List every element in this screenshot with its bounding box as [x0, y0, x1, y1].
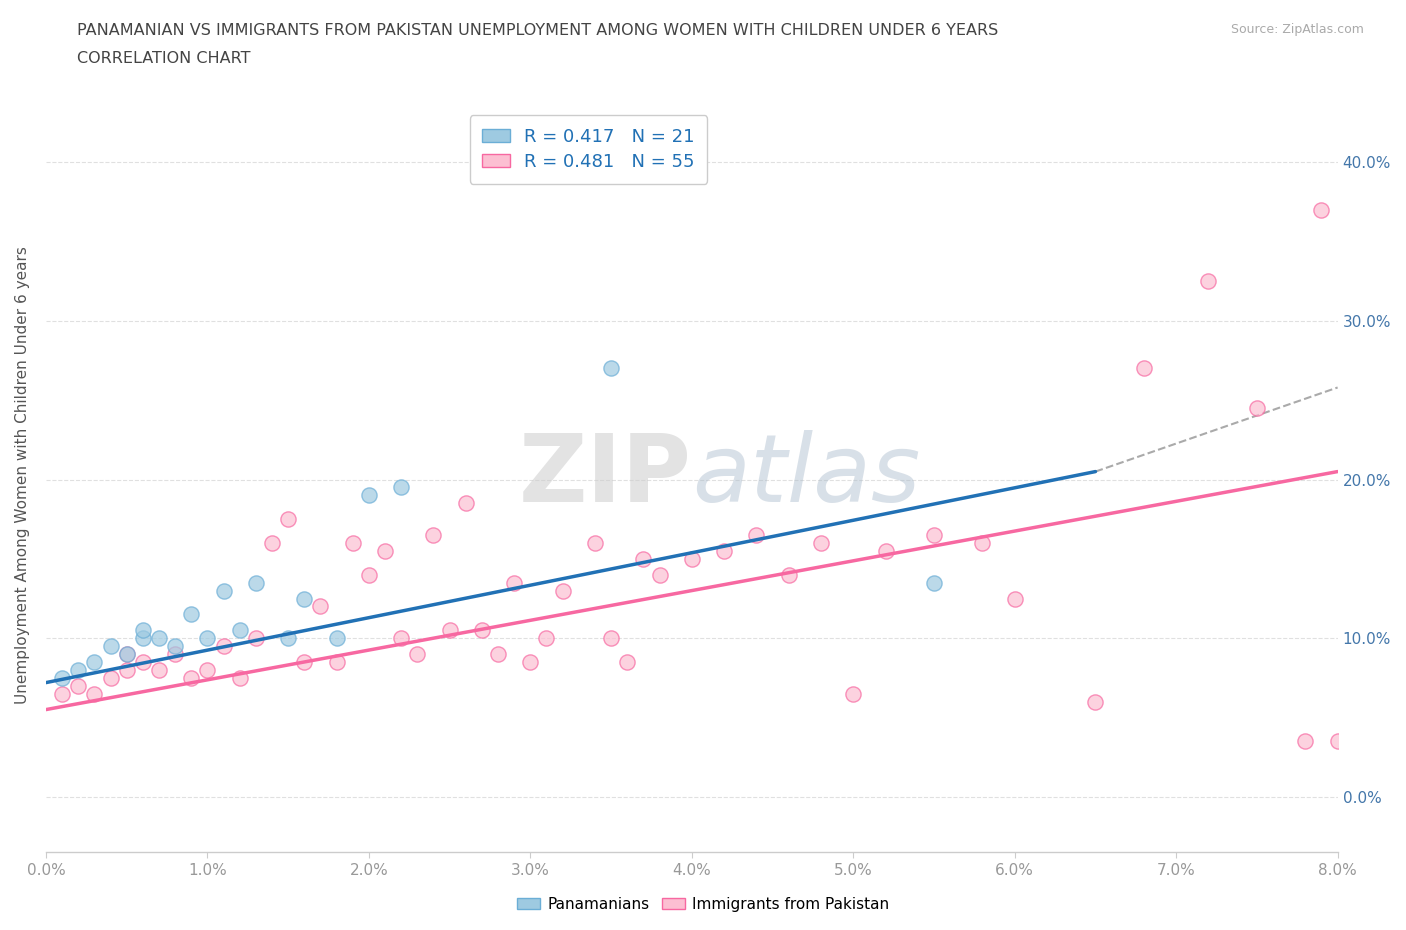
Point	[212, 639, 235, 654]
Point	[148, 631, 170, 645]
Point	[115, 662, 138, 677]
Point	[1084, 694, 1107, 709]
Point	[842, 686, 865, 701]
Point	[486, 646, 509, 661]
Point	[260, 536, 283, 551]
Point	[228, 623, 250, 638]
Point	[551, 583, 574, 598]
Point	[100, 639, 122, 654]
Point	[132, 631, 155, 645]
Legend: R = 0.417   N = 21, R = 0.481   N = 55: R = 0.417 N = 21, R = 0.481 N = 55	[470, 115, 707, 184]
Point	[633, 551, 655, 566]
Point	[389, 631, 412, 645]
Point	[1198, 273, 1220, 288]
Point	[922, 527, 945, 542]
Point	[1294, 734, 1316, 749]
Point	[1310, 203, 1333, 218]
Point	[1133, 361, 1156, 376]
Point	[616, 655, 638, 670]
Point	[165, 639, 187, 654]
Point	[600, 631, 623, 645]
Point	[503, 575, 526, 590]
Point	[180, 671, 202, 685]
Point	[600, 361, 623, 376]
Point	[439, 623, 461, 638]
Text: CORRELATION CHART: CORRELATION CHART	[77, 51, 250, 66]
Point	[212, 583, 235, 598]
Point	[342, 536, 364, 551]
Point	[148, 662, 170, 677]
Point	[67, 678, 90, 693]
Point	[197, 662, 219, 677]
Point	[115, 646, 138, 661]
Point	[1326, 734, 1348, 749]
Point	[325, 655, 347, 670]
Point	[180, 607, 202, 622]
Point	[277, 631, 299, 645]
Point	[51, 671, 73, 685]
Point	[51, 686, 73, 701]
Point	[357, 567, 380, 582]
Point	[778, 567, 800, 582]
Text: atlas: atlas	[692, 430, 920, 521]
Point	[713, 543, 735, 558]
Point	[83, 686, 105, 701]
Point	[277, 512, 299, 526]
Point	[197, 631, 219, 645]
Point	[471, 623, 494, 638]
Point	[132, 655, 155, 670]
Point	[875, 543, 897, 558]
Text: PANAMANIAN VS IMMIGRANTS FROM PAKISTAN UNEMPLOYMENT AMONG WOMEN WITH CHILDREN UN: PANAMANIAN VS IMMIGRANTS FROM PAKISTAN U…	[77, 23, 998, 38]
Point	[374, 543, 396, 558]
Point	[745, 527, 768, 542]
Point	[972, 536, 994, 551]
Point	[519, 655, 541, 670]
Point	[292, 655, 315, 670]
Point	[454, 496, 477, 511]
Y-axis label: Unemployment Among Women with Children Under 6 years: Unemployment Among Women with Children U…	[15, 246, 30, 705]
Text: Source: ZipAtlas.com: Source: ZipAtlas.com	[1230, 23, 1364, 36]
Point	[1246, 401, 1268, 416]
Point	[406, 646, 429, 661]
Point	[132, 623, 155, 638]
Point	[67, 662, 90, 677]
Point	[245, 631, 267, 645]
Point	[357, 488, 380, 503]
Point	[922, 575, 945, 590]
Point	[810, 536, 832, 551]
Point	[422, 527, 444, 542]
Point	[1004, 591, 1026, 606]
Point	[389, 480, 412, 495]
Text: ZIP: ZIP	[519, 430, 692, 522]
Point	[100, 671, 122, 685]
Point	[165, 646, 187, 661]
Point	[245, 575, 267, 590]
Point	[536, 631, 558, 645]
Point	[228, 671, 250, 685]
Point	[83, 655, 105, 670]
Point	[648, 567, 671, 582]
Legend: Panamanians, Immigrants from Pakistan: Panamanians, Immigrants from Pakistan	[510, 891, 896, 918]
Point	[325, 631, 347, 645]
Point	[681, 551, 703, 566]
Point	[583, 536, 606, 551]
Point	[115, 646, 138, 661]
Point	[292, 591, 315, 606]
Point	[309, 599, 332, 614]
